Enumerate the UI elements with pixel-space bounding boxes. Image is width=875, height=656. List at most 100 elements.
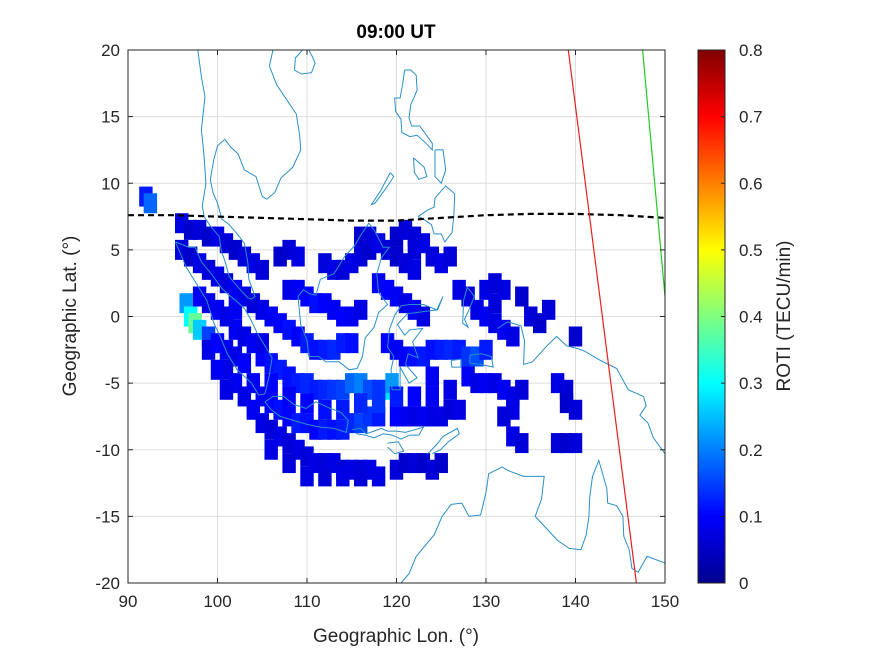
roti-cell bbox=[219, 379, 234, 400]
colorbar-tick-label: 0.2 bbox=[739, 441, 763, 460]
y-tick-label: -15 bbox=[95, 507, 120, 526]
roti-cell bbox=[255, 259, 269, 280]
x-tick-label: 150 bbox=[651, 592, 679, 611]
x-tick-label: 120 bbox=[382, 592, 410, 611]
axis-ticks: 90 100 110 120 130 140 150 20 15 10 5 0 -5 -10 -15 -20 bbox=[95, 41, 679, 611]
red-boundary-line bbox=[567, 50, 637, 583]
roti-cell bbox=[371, 393, 386, 414]
x-tick-label: 90 bbox=[119, 592, 138, 611]
coastline bbox=[400, 458, 665, 583]
roti-cell bbox=[443, 246, 457, 267]
roti-cell bbox=[143, 193, 158, 214]
coastline bbox=[394, 69, 433, 152]
roti-cell bbox=[318, 466, 332, 487]
roti-cell bbox=[353, 393, 368, 414]
roti-cell bbox=[398, 219, 413, 240]
colorbar-ticks: 0.8 0.7 0.6 0.5 0.4 0.3 0.2 0.1 0 bbox=[721, 41, 763, 593]
roti-cell bbox=[282, 386, 296, 407]
coastlines bbox=[174, 50, 665, 583]
coastline bbox=[434, 149, 447, 185]
x-tick-label: 140 bbox=[561, 592, 589, 611]
overlay-lines bbox=[128, 50, 665, 583]
y-tick-label: 20 bbox=[101, 41, 120, 60]
chart-title: 09:00 UT bbox=[356, 22, 436, 43]
roti-cell bbox=[488, 273, 502, 294]
coastline bbox=[469, 353, 494, 368]
coastline bbox=[387, 441, 405, 455]
roti-cell bbox=[389, 386, 404, 407]
colorbar-tick-label: 0.4 bbox=[739, 308, 763, 327]
roti-cell bbox=[425, 386, 440, 407]
x-axis-label: Geographic Lon. (°) bbox=[313, 626, 479, 647]
roti-cell bbox=[443, 379, 457, 400]
colorbar-label: ROTI (TECU/min) bbox=[774, 241, 795, 392]
roti-cell bbox=[541, 299, 556, 320]
y-tick-label: 10 bbox=[101, 174, 120, 193]
coastline bbox=[387, 296, 444, 391]
y-tick-label: -10 bbox=[95, 441, 120, 460]
roti-cell bbox=[497, 406, 511, 427]
colorbar-tick-label: 0.1 bbox=[739, 507, 763, 526]
coastline bbox=[297, 222, 391, 371]
roti-cell bbox=[228, 299, 243, 320]
roti-cell bbox=[515, 379, 529, 400]
coastline bbox=[450, 358, 462, 368]
coastline bbox=[351, 426, 425, 440]
roti-cell bbox=[479, 339, 493, 360]
green-boundary-line bbox=[642, 50, 665, 297]
coastline bbox=[370, 172, 395, 206]
y-tick-label: 5 bbox=[111, 241, 120, 260]
roti-cell bbox=[336, 466, 350, 487]
roti-cell bbox=[264, 373, 278, 394]
coastline bbox=[462, 286, 475, 329]
coastline bbox=[417, 185, 456, 243]
roti-cell bbox=[434, 453, 448, 474]
roti-cell bbox=[318, 399, 332, 420]
coastline bbox=[293, 50, 316, 75]
roti-cell bbox=[425, 366, 440, 387]
colorbar-tick-label: 0.5 bbox=[739, 241, 763, 260]
roti-cell bbox=[515, 433, 529, 454]
coastline bbox=[174, 241, 273, 396]
roti-cell bbox=[407, 259, 422, 280]
roti-cell bbox=[506, 326, 520, 347]
roti-cell bbox=[273, 246, 287, 267]
roti-cell bbox=[255, 333, 269, 354]
roti-cell bbox=[371, 466, 386, 487]
roti-cell bbox=[246, 373, 261, 394]
roti-cells bbox=[139, 186, 583, 487]
roti-cell bbox=[568, 326, 583, 347]
coastline bbox=[413, 157, 428, 180]
roti-cell bbox=[407, 386, 422, 407]
y-tick-label: 15 bbox=[101, 108, 120, 127]
colorbar-tick-label: 0 bbox=[739, 574, 748, 593]
roti-cell bbox=[452, 399, 466, 420]
roti-cell bbox=[515, 286, 529, 307]
roti-cell bbox=[353, 299, 368, 320]
y-axis-label: Geographic Lat. (°) bbox=[60, 236, 81, 397]
coastline bbox=[497, 321, 665, 454]
coastline bbox=[264, 396, 349, 434]
colorbar-tick-label: 0.3 bbox=[739, 374, 763, 393]
y-tick-label: 0 bbox=[111, 308, 120, 327]
colorbar bbox=[697, 49, 726, 584]
roti-cell bbox=[353, 466, 368, 487]
roti-cell bbox=[416, 306, 431, 327]
coastline bbox=[427, 427, 460, 455]
roti-cell bbox=[210, 359, 225, 380]
coastline bbox=[197, 50, 302, 300]
roti-cell bbox=[568, 399, 583, 420]
colorbar-tick-label: 0.6 bbox=[739, 174, 763, 193]
colorbar-tick-label: 0.7 bbox=[739, 108, 763, 127]
y-tick-label: -20 bbox=[95, 574, 120, 593]
colorbar-tick-label: 0.8 bbox=[739, 41, 763, 60]
roti-cell bbox=[300, 466, 314, 487]
roti-cell bbox=[264, 439, 278, 460]
roti-cell bbox=[300, 393, 314, 414]
x-tick-label: 100 bbox=[203, 592, 231, 611]
roti-cell bbox=[237, 353, 252, 374]
roti-cell bbox=[568, 433, 583, 454]
y-tick-label: -5 bbox=[105, 374, 120, 393]
roti-cell bbox=[282, 453, 296, 474]
